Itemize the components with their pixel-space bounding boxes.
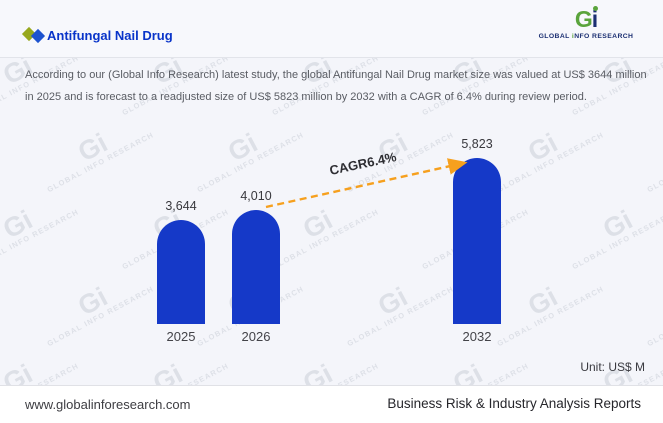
page-title: Antifungal Nail Drug (47, 28, 173, 43)
bar-2025 (157, 220, 205, 324)
header: Antifungal Nail Drug Gi GLOBAL iNFO RESE… (0, 0, 663, 58)
bar-value-label: 4,010 (240, 189, 272, 203)
logo-text: GLOBAL iNFO RESEARCH (538, 33, 634, 40)
logo-gi-icon: Gi (574, 6, 598, 32)
market-summary-text: According to our (Global Info Research) … (25, 69, 647, 103)
global-info-research-logo: Gi GLOBAL iNFO RESEARCH (531, 6, 641, 41)
x-axis-label: 2032 (462, 329, 492, 344)
footer-tagline: Business Risk & Industry Analysis Report… (387, 396, 641, 411)
bar-2032 (453, 158, 501, 324)
bar-value-label: 5,823 (461, 137, 493, 151)
unit-label: Unit: US$ M (580, 360, 645, 374)
footer: www.globalinforesearch.com Business Risk… (0, 385, 663, 423)
logo-i-dot (592, 6, 598, 11)
footer-website: www.globalinforesearch.com (25, 397, 191, 412)
x-axis-label: 2026 (241, 329, 271, 344)
cagr-annotation: CAGR6.4% (328, 149, 398, 178)
bar-value-label: 3,644 (165, 199, 197, 213)
bar-2026 (232, 210, 280, 324)
x-axis-label: 2025 (166, 329, 196, 344)
